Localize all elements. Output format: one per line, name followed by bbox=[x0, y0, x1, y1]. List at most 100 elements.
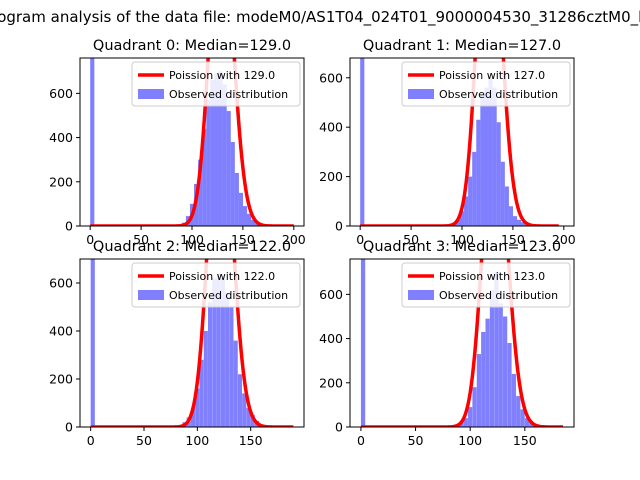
histogram-bar bbox=[233, 340, 238, 427]
histogram-bar bbox=[90, 259, 95, 427]
panel-title: Quadrant 0: Median=129.0 bbox=[93, 38, 291, 54]
histogram-bar bbox=[226, 111, 231, 226]
histogram-bar bbox=[218, 71, 223, 226]
legend: Poission with 127.0 Observed distribution bbox=[401, 61, 571, 107]
histogram-bar bbox=[459, 422, 464, 427]
axes-frame bbox=[349, 258, 575, 428]
histogram-bar bbox=[524, 418, 530, 427]
histogram-bar bbox=[237, 374, 243, 427]
histogram-bar bbox=[360, 58, 365, 226]
legend-poisson-label: Poission with 123.0 bbox=[439, 270, 545, 283]
y-tick-label: 600 bbox=[319, 287, 343, 302]
histogram-bar bbox=[459, 211, 465, 226]
histogram-bar bbox=[455, 219, 461, 226]
histogram-bar bbox=[199, 359, 204, 427]
legend: Poission with 122.0 Observed distribution bbox=[131, 262, 301, 308]
histogram-bar bbox=[210, 80, 215, 226]
y-tick-label: 200 bbox=[319, 169, 343, 184]
y-tick-label: 400 bbox=[319, 120, 343, 135]
histogram-bar bbox=[492, 87, 497, 226]
histogram-bar bbox=[212, 278, 217, 427]
histogram-bar bbox=[229, 307, 234, 427]
x-tick-label: 0 bbox=[86, 232, 94, 247]
histogram-bar bbox=[512, 216, 518, 226]
histogram-bar bbox=[488, 77, 493, 226]
histogram-bar bbox=[203, 331, 208, 427]
plot-area bbox=[89, 259, 295, 427]
x-tick-label: 50 bbox=[133, 232, 149, 247]
histogram-bar bbox=[202, 128, 207, 226]
histogram-bar bbox=[230, 142, 235, 226]
x-tick-label: 100 bbox=[185, 433, 209, 448]
y-tick-label: 0 bbox=[65, 219, 73, 234]
histogram-bar bbox=[468, 176, 473, 226]
histogram-bar bbox=[234, 172, 239, 226]
x-tick-label: 200 bbox=[552, 232, 576, 247]
histogram-bar bbox=[498, 303, 503, 427]
plot-area bbox=[359, 58, 560, 226]
legend-box bbox=[401, 262, 571, 308]
panel-quadrant-2: 0 50 100 150 0 200 400 600 Quadrant 2: Median=12… bbox=[49, 239, 305, 448]
histogram-bar bbox=[255, 223, 260, 226]
histogram-bar bbox=[222, 84, 227, 226]
legend-poisson-label: Poission with 129.0 bbox=[169, 69, 275, 82]
histogram-bar bbox=[242, 393, 247, 427]
histogram-bar bbox=[251, 219, 256, 226]
histogram-bar bbox=[195, 388, 200, 427]
y-tick-label: 400 bbox=[49, 130, 73, 145]
y-tick-label: 400 bbox=[49, 324, 73, 339]
legend-observed-label: Observed distribution bbox=[169, 88, 288, 101]
legend-observed-swatch bbox=[138, 89, 164, 99]
x-tick-label: 200 bbox=[282, 232, 306, 247]
histogram-bar bbox=[508, 206, 514, 226]
legend-observed-swatch bbox=[138, 290, 164, 300]
x-tick-label: 50 bbox=[403, 232, 419, 247]
histogram-bar bbox=[472, 151, 477, 226]
histogram-bar bbox=[529, 422, 534, 427]
histogram-bar bbox=[500, 161, 505, 226]
x-tick-label: 100 bbox=[180, 232, 204, 247]
panel-title: Quadrant 1: Median=127.0 bbox=[363, 38, 561, 54]
histogram-bar bbox=[468, 407, 473, 427]
x-tick-label: 100 bbox=[450, 232, 474, 247]
panel-quadrant-3: 0 50 100 150 0 200 400 600 Quadrant 3: Median=12… bbox=[319, 239, 575, 448]
histogram-bar bbox=[521, 222, 526, 226]
histogram-bar bbox=[507, 343, 512, 427]
histogram-bar bbox=[90, 58, 95, 226]
histogram-bar bbox=[225, 292, 230, 427]
histogram-bar bbox=[360, 259, 366, 427]
y-tick-label: 0 bbox=[335, 219, 343, 234]
histogram-bar bbox=[476, 119, 481, 226]
histogram-bar bbox=[246, 407, 251, 427]
x-tick-label: 50 bbox=[408, 433, 424, 448]
y-tick-label: 0 bbox=[65, 420, 73, 435]
figure-suptitle: Plots for histogram analysis of the data… bbox=[0, 8, 640, 27]
plot-area bbox=[89, 58, 295, 226]
poisson-curve bbox=[89, 259, 295, 427]
histogram-bar bbox=[516, 396, 521, 427]
panel-quadrant-0: 0 50 100 150 200 0 200 400 600 Quadrant 0: Median… bbox=[49, 38, 306, 247]
legend-box bbox=[131, 61, 301, 107]
x-tick-label: 0 bbox=[357, 433, 365, 448]
x-tick-label: 0 bbox=[87, 433, 95, 448]
y-tick-label: 200 bbox=[49, 174, 73, 189]
legend-observed-label: Observed distribution bbox=[439, 289, 558, 302]
y-tick-label: 600 bbox=[49, 86, 73, 101]
y-tick-label: 200 bbox=[319, 375, 343, 390]
plot-area bbox=[360, 259, 564, 427]
legend-poisson-label: Poission with 127.0 bbox=[439, 69, 545, 82]
histogram-bar bbox=[238, 192, 244, 226]
histogram-bar bbox=[484, 87, 489, 226]
legend: Poission with 129.0 Observed distribution bbox=[131, 61, 301, 107]
panel-title: Quadrant 2: Median=122.0 bbox=[93, 239, 291, 255]
histogram-bar bbox=[242, 206, 248, 226]
legend-observed-swatch bbox=[408, 89, 434, 99]
histogram-bar bbox=[511, 373, 516, 427]
legend-observed-swatch bbox=[408, 290, 434, 300]
panel-title: Quadrant 3: Median=123.0 bbox=[363, 239, 561, 255]
histogram-bar bbox=[463, 418, 468, 427]
histogram-bar bbox=[208, 302, 213, 427]
y-tick-label: 0 bbox=[335, 420, 343, 435]
x-tick-label: 150 bbox=[239, 433, 263, 448]
